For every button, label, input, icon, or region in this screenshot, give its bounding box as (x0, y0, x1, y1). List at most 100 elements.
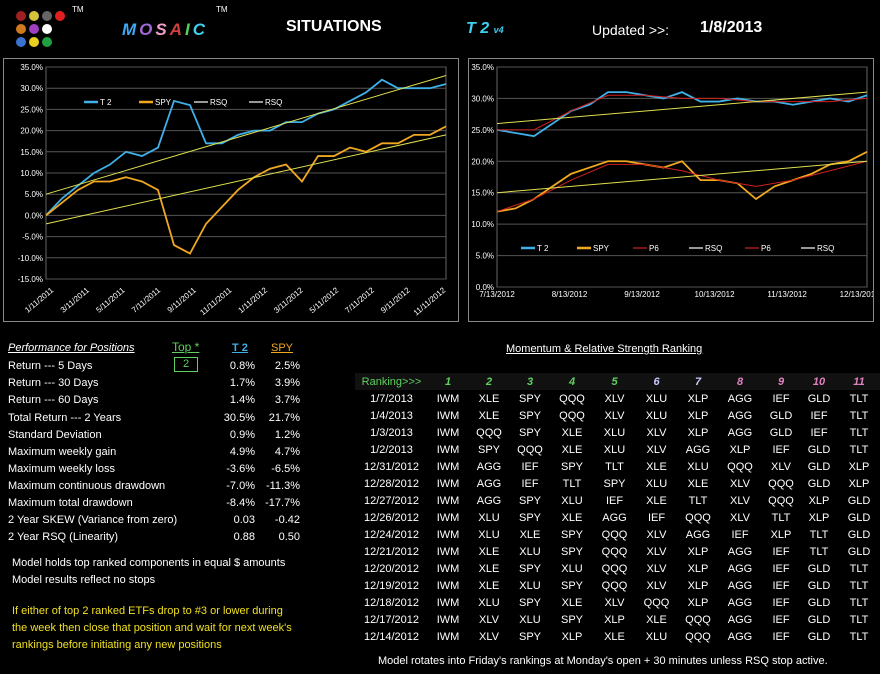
x-tick-label: 1/11/2012 (237, 285, 270, 315)
ranking-ticker: IEF (731, 528, 749, 541)
performance-row: Maximum continuous drawdown -7.0% -11.3% (8, 480, 308, 496)
metric-label: Maximum weekly gain (8, 446, 117, 458)
ranking-row: 12/20/2012 IWM XLE SPY XLU QQQ XLV XLP AGG IEF GLD… (355, 560, 880, 577)
ranking-ticker: IWM (436, 579, 460, 592)
col-header-spy: SPY (271, 342, 294, 354)
brand-letter: S (155, 20, 170, 39)
performance-row: Return --- 30 Days 1.7% 3.9% (8, 377, 308, 393)
ranking-ticker: QQQ (727, 460, 753, 473)
ranking-date: 12/27/2012 (363, 494, 420, 507)
ranking-ticker: XLV (730, 477, 750, 490)
ranking-ticker: GLD (807, 443, 831, 456)
ranking-ticker: XLP (770, 528, 792, 541)
ranking-ticker: XLE (646, 494, 667, 507)
x-tick-label: 7/13/2012 (479, 290, 515, 299)
ranking-ticker: XLP (604, 613, 625, 626)
ranking-ticker: XLE (561, 426, 583, 439)
top-value-input[interactable]: 2 (174, 357, 198, 372)
ranking-ticker: GLD (807, 460, 831, 473)
x-tick-label: 11/13/2012 (767, 290, 807, 299)
note-line: Model holds top ranked components in equ… (12, 557, 286, 569)
legend-label: RSQ (705, 244, 722, 253)
logo-dot (16, 24, 26, 34)
ranking-ticker: XLU (561, 562, 583, 575)
y-tick-label: 25.0% (471, 126, 494, 135)
ranking-ticker: SPY (518, 409, 541, 422)
ranking-ticker: TLT (849, 630, 869, 643)
ranking-ticker: TLT (771, 511, 791, 524)
y-tick-label: 5.0% (25, 190, 43, 199)
ranking-ticker: GLD (807, 630, 831, 643)
ranking-ticker: TLT (562, 477, 582, 490)
ranking-ticker: IEF (521, 477, 539, 490)
performance-heading: Performance for Positions (8, 342, 135, 354)
ranking-ticker: IWM (436, 409, 460, 422)
footer-note: Model rotates into Friday's rankings at … (378, 655, 828, 667)
ranking-ticker: XLE (561, 443, 583, 456)
ranking-row: 12/24/2012 IWM XLU XLE SPY QQQ XLV AGG IEF XLP TLT… (355, 526, 880, 543)
ranking-ticker: XLV (646, 426, 667, 439)
brand-name: MOSAIC (122, 20, 208, 40)
metric-t2-value: 0.03 (233, 514, 255, 526)
ranking-ticker: XLV (646, 579, 667, 592)
ranking-ticker: SPY (603, 477, 626, 490)
ranking-ticker: QQQ (559, 409, 585, 422)
ranking-date: 12/14/2012 (363, 630, 420, 643)
ranking-ticker: GLD (847, 511, 871, 524)
ranking-row: 1/4/2013 IWM XLE SPY QQQ XLV XLU XLP AGG GLD IEF TL… (355, 407, 880, 424)
ranking-row: 12/17/2012 IWM XLV XLU SPY XLP XLE QQQ AGG IEF GLD… (355, 611, 880, 628)
ranking-ticker: XLE (646, 613, 667, 626)
ranking-ticker: TLT (809, 545, 829, 558)
ranking-ticker: XLE (478, 392, 500, 405)
y-tick-label: 25.0% (20, 105, 43, 114)
x-tick-label: 9/11/2011 (166, 285, 199, 314)
y-tick-label: 10.0% (20, 169, 43, 178)
y-tick-label: 0.0% (25, 211, 43, 220)
ranking-ticker: XLV (646, 528, 667, 541)
ranking-date: 1/7/2013 (370, 392, 413, 405)
metric-spy-value: 3.7% (274, 394, 300, 406)
ranking-ticker: IEF (772, 613, 790, 626)
ranking-ticker: XLU (645, 477, 668, 490)
ranking-ticker: GLD (847, 494, 871, 507)
ranking-row: 12/19/2012 IWM XLE XLU SPY QQQ XLV XLP AGG IEF GLD… (355, 577, 880, 594)
ranking-ticker: SPY (560, 528, 583, 541)
ranking-ticker: TLT (688, 494, 708, 507)
ranking-ticker: XLU (603, 443, 626, 456)
ranking-row: 12/18/2012 IWM XLU SPY XLE XLV QQQ XLP AGG IEF GLD… (355, 594, 880, 611)
ranking-heading: Momentum & Relative Strength Ranking (506, 343, 703, 355)
ranking-ticker: XLV (479, 630, 499, 643)
metric-label: Return --- 30 Days (8, 377, 99, 389)
metric-spy-value: 21.7% (268, 412, 300, 424)
ranking-ticker: XLU (645, 409, 668, 422)
ranking-row: 12/28/2012 IWM AGG IEF TLT SPY XLU XLE XLV QQQ GLD… (355, 475, 880, 492)
ranking-date: 12/18/2012 (363, 596, 420, 609)
y-tick-label: -5.0% (22, 233, 43, 242)
ranking-ticker: SPY (560, 545, 583, 558)
ranking-ticker: QQQ (768, 477, 794, 490)
ranking-ticker: XLP (687, 392, 709, 405)
series-line (45, 78, 447, 217)
ranking-ticker: IWM (436, 426, 460, 439)
logo-dot (42, 37, 52, 47)
ranking-ticker: XLP (808, 511, 830, 524)
ranking-ticker: QQQ (601, 579, 628, 592)
ranking-date: 1/3/2013 (370, 426, 413, 439)
series-line (496, 160, 868, 194)
legend-label: SPY (593, 244, 610, 253)
metric-spy-value: 4.7% (274, 446, 300, 458)
series-line (45, 125, 447, 255)
ranking-ticker: TLT (809, 528, 829, 541)
ranking-row: 12/26/2012 IWM XLU SPY XLE AGG IEF QQQ XLV TLT XLP… (355, 509, 880, 526)
ranking-ticker: QQQ (685, 511, 711, 524)
ranking-ticker: IEF (772, 579, 790, 592)
ranking-ticker: IWM (436, 494, 460, 507)
ranking-ticker: XLP (848, 460, 870, 473)
ranking-ticker: XLV (730, 494, 750, 507)
ranking-ticker: AGG (602, 511, 627, 524)
rank-column-header: 11 (838, 373, 880, 390)
ranking-date: 12/24/2012 (363, 528, 420, 541)
ranking-ticker: XLE (646, 460, 667, 473)
ranking-ticker: QQQ (685, 613, 711, 626)
x-tick-label: 7/11/2011 (130, 285, 163, 314)
